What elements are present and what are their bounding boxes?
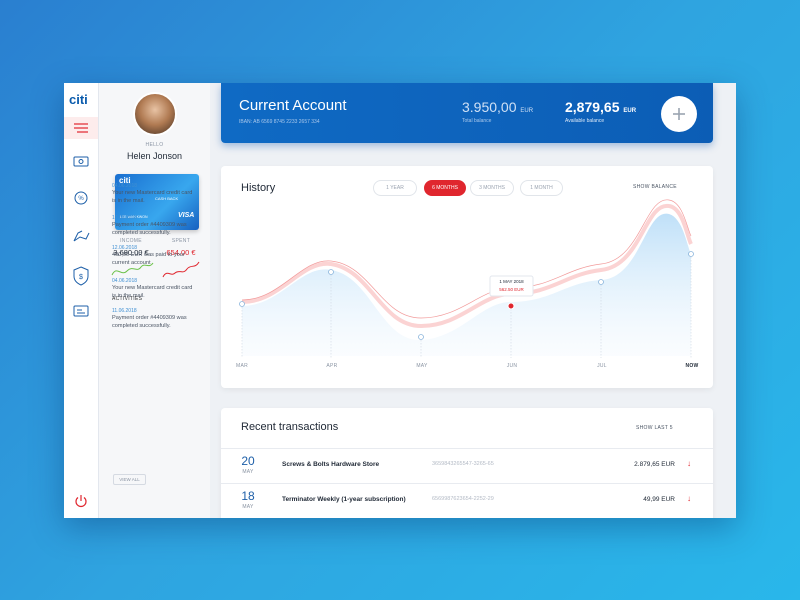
profile-panel: HELLO Helen Jonson citi CASH BACK LEE WA…: [99, 83, 210, 518]
row-name[interactable]: Screws & Bolts Hardware Store: [282, 461, 380, 468]
spent-value: 654.00 €: [166, 248, 196, 257]
account-card: Current Account IBAN: AB 6569 8745 2233 …: [221, 83, 713, 143]
row-divider: [221, 448, 713, 449]
currency: EUR: [623, 108, 637, 114]
svg-text:$: $: [79, 274, 83, 281]
logo: citi: [69, 92, 88, 107]
activity-date: 11.06.2018: [112, 308, 137, 314]
row-day: 18: [241, 489, 255, 503]
activity-date: 04.06.2018: [112, 183, 138, 189]
period-tab[interactable]: 1 MONTH: [520, 180, 563, 196]
view-all-button[interactable]: VIEW ALL: [113, 474, 146, 485]
app-window: citi % $ HELLO Helen Jonson citi CASH BA…: [64, 83, 736, 518]
card-holder: LEE WAN KWON: [120, 215, 148, 219]
activity-date: 12.06.2018: [112, 245, 138, 251]
month-label: MAR: [235, 363, 248, 369]
nav-icons[interactable]: % $: [64, 149, 98, 409]
history-chart: [239, 199, 694, 358]
activities-title: ACTIVITIES: [112, 296, 143, 302]
card-label: CASH BACK: [155, 196, 179, 201]
row-month: MAY: [242, 504, 254, 510]
show-last[interactable]: SHOW LAST 5: [636, 425, 673, 431]
row-arrow: ↓: [687, 459, 691, 468]
account-iban: IBAN: AB 6569 8745 2233 2657 334: [239, 119, 320, 125]
activity-text: 400,00 EUR was paid to your current acco…: [112, 252, 185, 266]
month-label: JUL: [597, 363, 607, 369]
history-title: History: [241, 182, 276, 194]
activity-text: Your new Mastercard credit card is in th…: [112, 285, 193, 299]
menu-button[interactable]: [64, 117, 98, 139]
card-brand: citi: [119, 176, 131, 185]
activity-text: Your new Mastercard credit card is in th…: [112, 190, 193, 204]
card-network: VISA: [178, 212, 195, 219]
row-ref: 3659843265547-3265-65: [432, 461, 494, 467]
activity-text: Payment order #4409309 was completed suc…: [112, 315, 187, 329]
period-tab[interactable]: 3 MONTHS: [470, 180, 514, 196]
user-name: Helen Jonson: [126, 151, 183, 161]
month-label: MAY: [416, 363, 428, 369]
tooltip-date: 1 MAY 2018: [499, 279, 524, 284]
total-label: Total balance: [462, 118, 492, 124]
currency: EUR: [520, 108, 534, 114]
transactions-title: Recent transactions: [241, 421, 339, 433]
account-title[interactable]: Current Account: [239, 97, 347, 114]
period-tab[interactable]: 1 YEAR: [373, 180, 417, 196]
amount: 3.950,00: [462, 99, 517, 115]
sidebar: citi % $: [64, 83, 99, 518]
month-label: JUN: [506, 363, 518, 369]
row-day: 20: [241, 454, 255, 468]
tooltip-amount: 562.50 EUR: [499, 287, 524, 292]
sparklines: [111, 261, 200, 278]
activity-date: 17.06.2018: [112, 215, 138, 221]
spent-label: SPENT: [171, 238, 191, 244]
month-label: APR: [326, 363, 338, 369]
income-value: 3,680.00 €: [113, 248, 149, 257]
show-balance[interactable]: SHOW BALANCE: [633, 184, 677, 190]
menu-icon: [74, 123, 88, 133]
period-tab[interactable]: 6 MONTHS: [424, 180, 466, 196]
activity-text: Payment order #4409309 was completed suc…: [112, 222, 187, 236]
income-label: INCOME: [120, 238, 142, 244]
total-amount: 3.950,00 EUR: [462, 99, 533, 115]
transactions-card: Recent transactions SHOW LAST 5 20 MAY Scr…: [221, 408, 713, 518]
avatar: [133, 92, 177, 136]
available-label: Available balance: [565, 118, 605, 124]
logout-icon[interactable]: [74, 494, 88, 508]
row-divider: [221, 483, 713, 484]
svg-text:%: %: [78, 196, 84, 202]
row-arrow: ↓: [687, 494, 691, 503]
greeting: HELLO: [145, 142, 164, 148]
row-name[interactable]: Terminator Weekly (1-year subscription): [282, 496, 406, 503]
month-label: NOW: [685, 363, 699, 369]
history-card: History 1 YEAR 6 MONTHS 3 MONTHS 1 MONTH SH…: [221, 166, 713, 388]
row-amount: 2.879,65 EUR: [634, 461, 675, 468]
row-month: MAY: [242, 469, 254, 475]
available-amount: 2,879,65 EUR: [565, 99, 636, 115]
activity-date: 04.06.2018: [112, 278, 138, 284]
amount: 2,879,65: [565, 99, 620, 115]
row-ref: 6569987623654-2252-29: [432, 496, 494, 502]
credit-card[interactable]: citi CASH BACK LEE WAN KWON VISA: [115, 174, 199, 230]
row-amount: 49,99 EUR: [643, 496, 675, 503]
add-button[interactable]: [659, 94, 699, 134]
